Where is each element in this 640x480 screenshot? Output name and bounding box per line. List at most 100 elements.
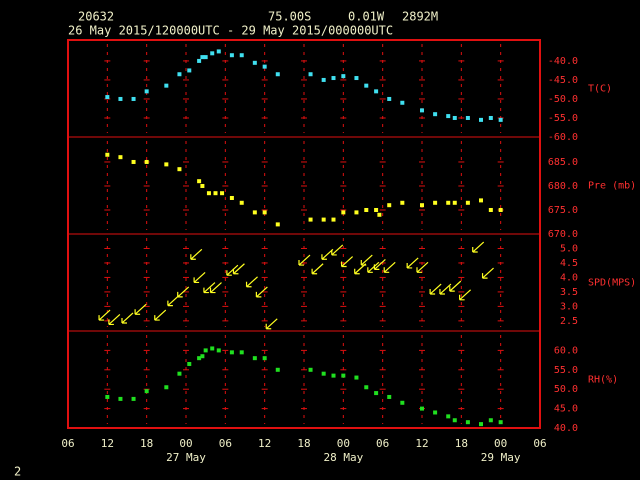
data-point [131, 396, 136, 401]
wind-arrow [360, 254, 373, 266]
data-point [262, 210, 267, 215]
data-point [203, 55, 208, 60]
y-axis-label: T(C) [588, 84, 612, 95]
y-tick-label: 50.0 [554, 384, 578, 395]
y-axis-label: Pre (mb) [588, 181, 636, 192]
y-tick-label: -40.0 [548, 56, 578, 67]
data-point [177, 167, 182, 172]
wind-arrow [429, 283, 442, 295]
data-point [400, 100, 405, 105]
data-point [465, 115, 470, 120]
data-point [420, 406, 424, 411]
data-point [374, 391, 379, 396]
y-axis-label: RH(%) [588, 375, 618, 386]
y-tick-label: 60.0 [554, 345, 578, 356]
data-point [308, 217, 313, 222]
data-point [144, 89, 149, 94]
data-point [164, 83, 169, 88]
x-tick-label: 06 [533, 437, 546, 450]
y-tick-label: 40.0 [554, 423, 578, 434]
data-point [387, 203, 392, 208]
data-point [465, 200, 470, 205]
data-point [203, 348, 208, 353]
y-tick-label: 4.0 [560, 272, 578, 283]
data-point [452, 200, 457, 205]
data-point [433, 410, 438, 415]
data-point [206, 191, 211, 196]
wind-arrow [167, 295, 180, 307]
wind-arrow [154, 309, 167, 321]
data-point [331, 373, 336, 378]
wind-arrow [459, 289, 472, 301]
data-point [452, 418, 457, 423]
wind-arrow [406, 257, 419, 269]
data-point [341, 373, 346, 378]
wind-arrow [367, 261, 380, 273]
data-point [105, 152, 110, 157]
y-tick-label: 675.0 [548, 205, 578, 216]
wind-arrow [121, 312, 134, 324]
data-point [446, 114, 451, 119]
frame [67, 39, 541, 429]
x-tick-label: 18 [455, 437, 468, 450]
data-point [364, 83, 369, 88]
data-point [433, 112, 438, 117]
data-point [321, 371, 326, 376]
data-point [131, 96, 136, 101]
data-point [354, 375, 359, 380]
data-point [252, 210, 257, 215]
data-point [239, 350, 244, 355]
y-tick-label: -55.0 [548, 113, 578, 124]
wind-arrow [177, 286, 190, 298]
data-point [216, 348, 221, 353]
x-tick-label: 00 [337, 437, 350, 450]
data-point [354, 76, 359, 81]
data-point [420, 203, 424, 208]
data-point [229, 350, 234, 355]
data-point [331, 217, 336, 222]
data-point [488, 207, 493, 212]
wind-arrow [311, 263, 324, 275]
data-point [220, 191, 225, 196]
date-label: 29 May [481, 451, 521, 464]
wind-arrow [373, 258, 386, 271]
y-tick-label: 3.5 [560, 287, 578, 298]
y-tick-label: 670.0 [548, 229, 578, 240]
elevation: 2892M [402, 10, 438, 24]
y-tick-label: 2.5 [560, 316, 578, 327]
wind-arrow [439, 283, 452, 295]
data-point [488, 115, 493, 120]
data-point [275, 222, 280, 227]
data-point [197, 58, 202, 63]
data-point [200, 183, 205, 188]
data-point [262, 356, 267, 361]
latitude: 75.00S [268, 10, 311, 24]
wind-arrow [190, 248, 203, 260]
data-point [118, 155, 123, 160]
wind-arrow [134, 303, 147, 315]
data-point [131, 159, 136, 164]
data-point [446, 414, 451, 419]
wind-arrow [416, 261, 429, 273]
wind-arrow [193, 271, 206, 284]
data-point [262, 64, 267, 69]
data-point [197, 356, 202, 361]
data-point [144, 159, 149, 164]
data-point [377, 212, 382, 217]
data-point [187, 68, 192, 73]
data-point [229, 53, 234, 58]
wind-arrow [203, 282, 216, 294]
wind-arrow [226, 264, 239, 276]
period: 26 May 2015/120000UTC - 29 May 2015/0000… [68, 24, 393, 38]
data-point [239, 53, 244, 58]
y-tick-label: -50.0 [548, 94, 578, 105]
data-point [229, 195, 234, 200]
x-tick-label: 06 [376, 437, 389, 450]
date-label: 28 May [323, 451, 363, 464]
data-point [164, 162, 169, 167]
data-point [144, 389, 149, 394]
data-point [275, 367, 280, 372]
data-point [400, 400, 405, 405]
data-point [200, 354, 205, 359]
